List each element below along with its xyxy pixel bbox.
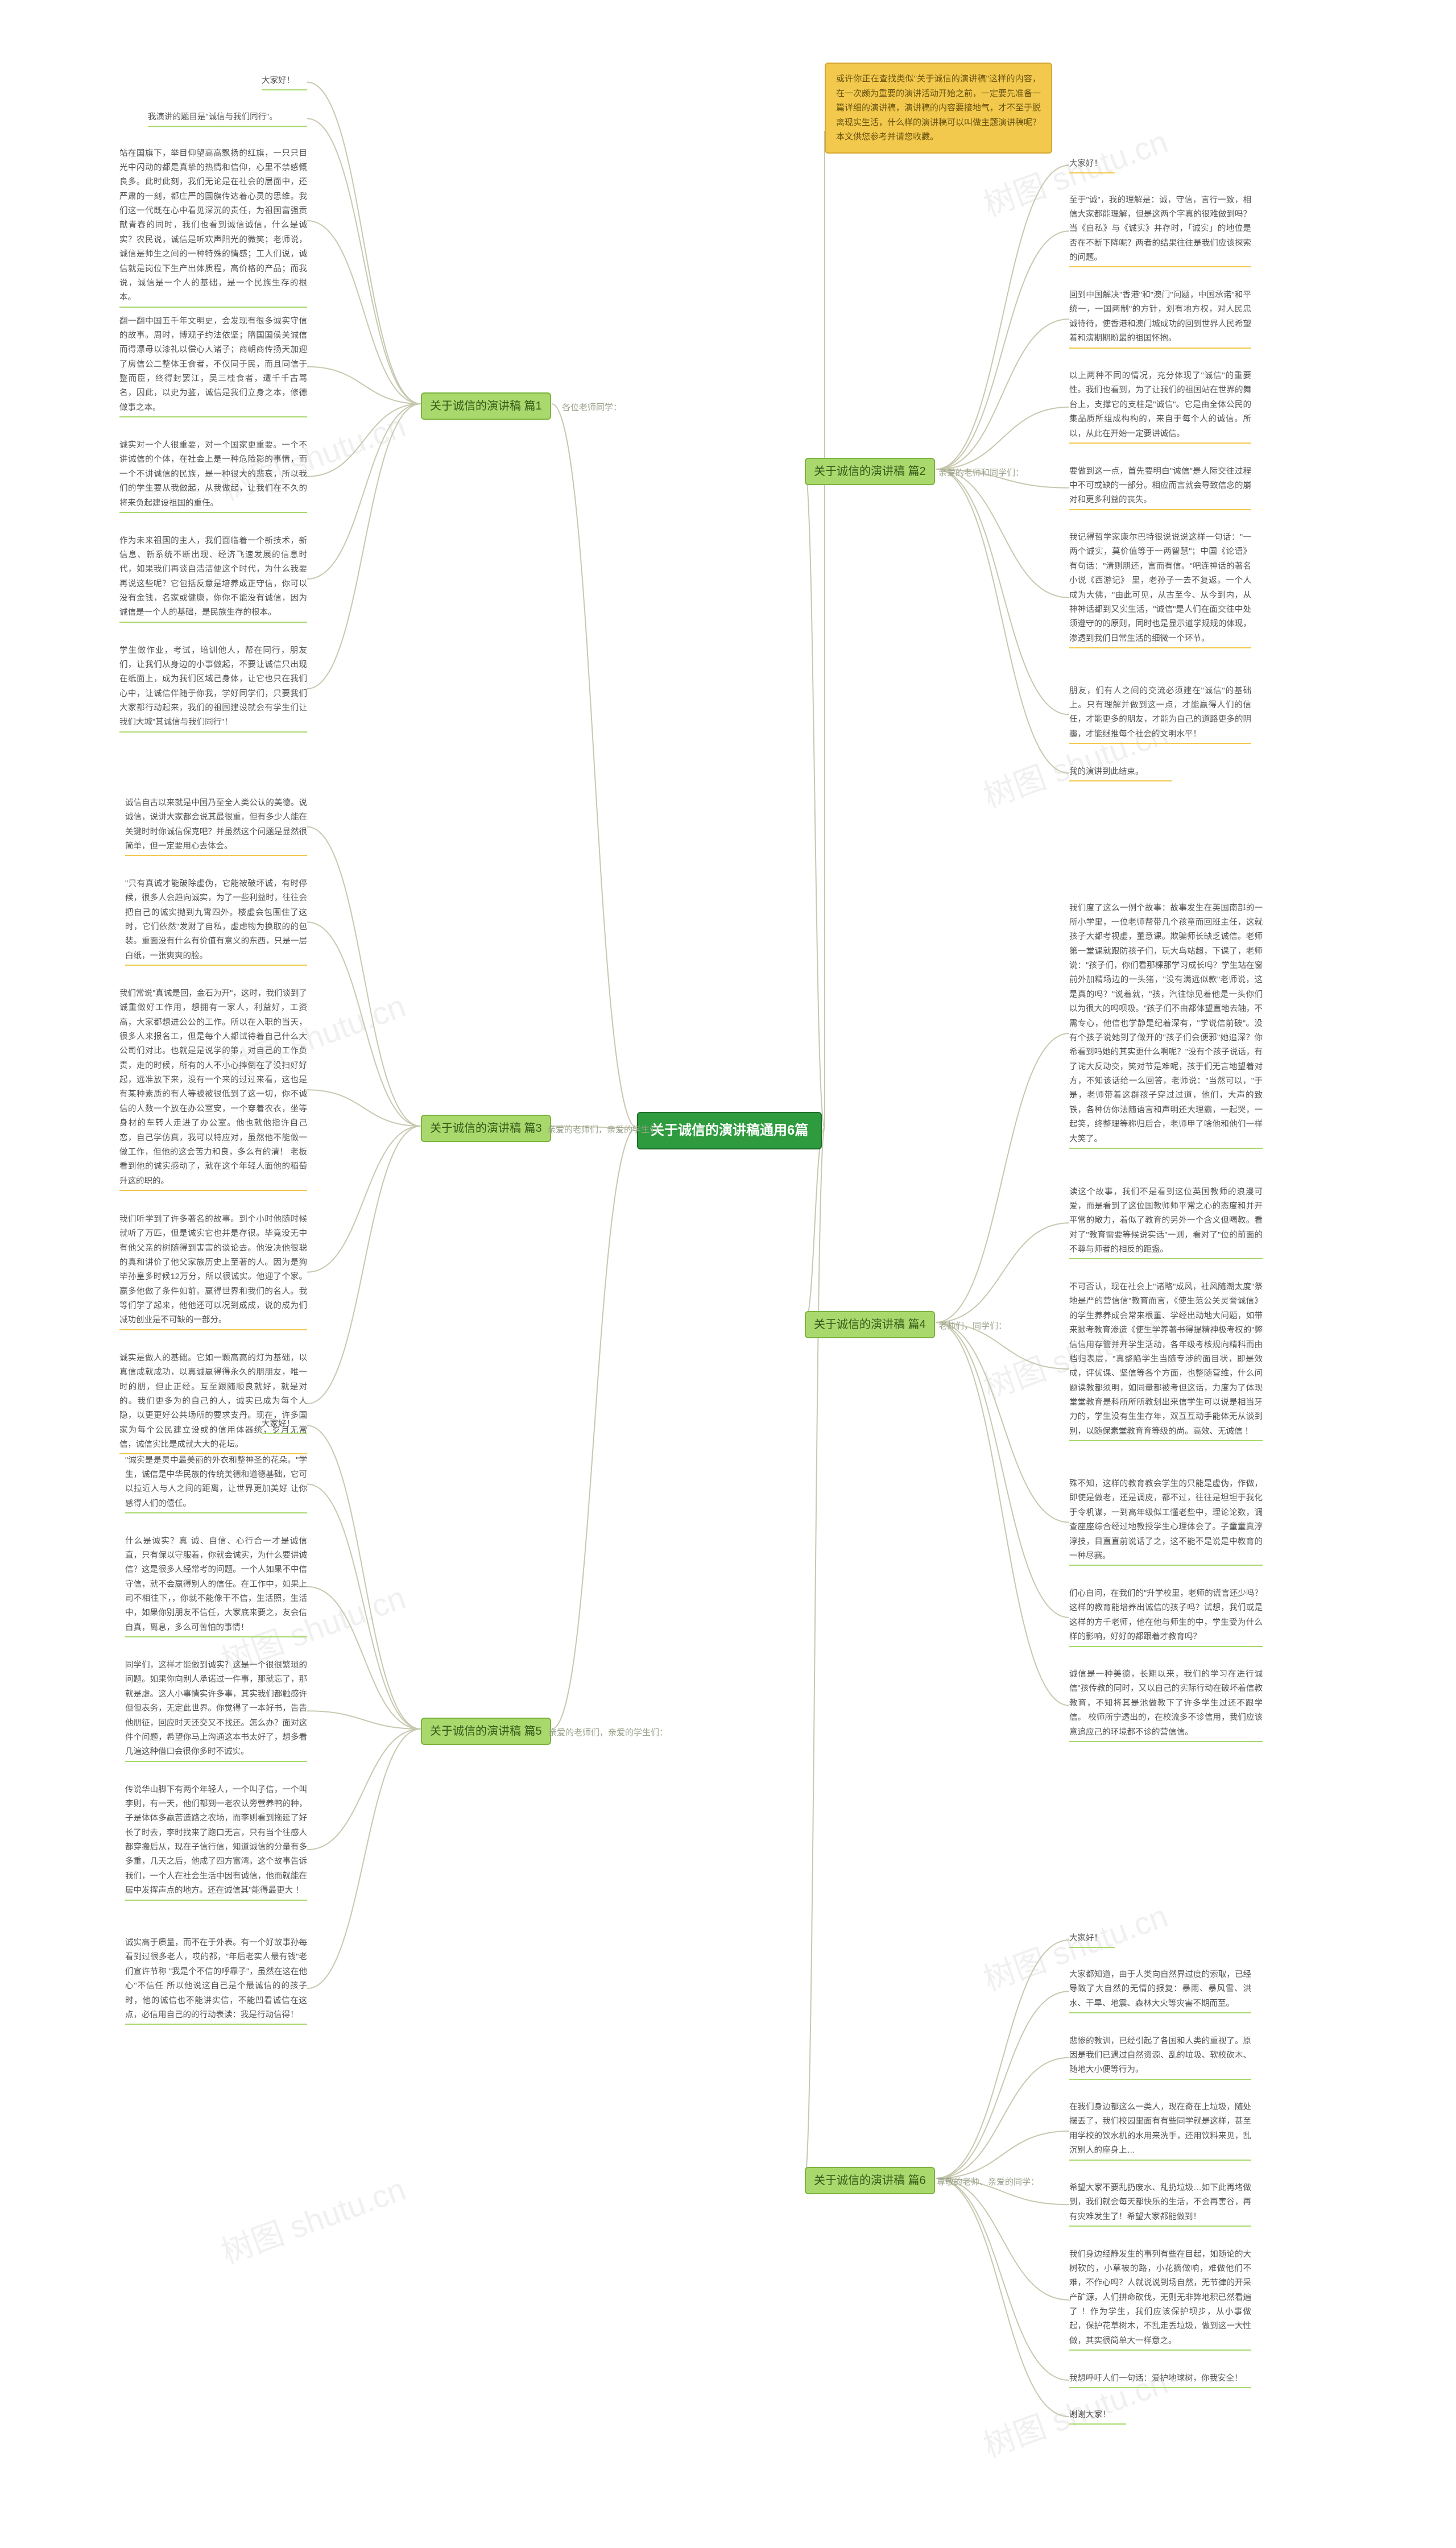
conn-label-5: 亲爱的老师们，亲爱的学生们： xyxy=(548,1726,668,1738)
leaf-5-2: 什么是诚实？真 诚、自信、心行合一才是诚信直，只有保以守服着，你就会诚实，为什么… xyxy=(125,1533,307,1638)
leaf-2-1: 至于"诚"，我的理解是：诚，守信，言行一致，相信大家都能理解，但是这两个字真的很… xyxy=(1069,192,1251,268)
conn-label-1: 各位老师同学： xyxy=(562,401,622,413)
leaf-6-7: 谢谢大家！ xyxy=(1069,2407,1126,2425)
leaf-3-4: 诚实是做人的基础。它如一颗高高的灯为基础，以真信成就成功，以真诚赢得得永久的朋朋… xyxy=(119,1350,307,1455)
leaf-6-1: 大家都知道，由于人类向自然界过度的索取，已经导致了大自然的无情的报复：暴雨、暴风… xyxy=(1069,1967,1251,2013)
leaf-4-5: 诚信是一种美德，长期以来，我们的学习在进行诚信"孩传教的同时，又以自己的实际行动… xyxy=(1069,1666,1263,1742)
section-node-4: 关于诚信的演讲稿 篇4 xyxy=(805,1311,935,1338)
leaf-5-0: 大家好！ xyxy=(262,1416,307,1434)
intro-box: 或许你正在查找类似"关于诚信的演讲稿"这样的内容，在一次颇为重要的演讲活动开始之… xyxy=(825,63,1052,154)
section-node-5: 关于诚信的演讲稿 篇5 xyxy=(421,1718,551,1745)
leaf-5-3: 同学们，这样才能做到诚实？这是一个很很繁琐的问题。如果你向别人承诺过一件事，那就… xyxy=(125,1657,307,1762)
leaf-2-6: 朋友，们有人之间的交流必须建在"诚信"的基础上。只有理解并做到这一点，才能赢得人… xyxy=(1069,683,1251,744)
leaf-2-2: 回到中国解决"香港"和"澳门"问题，中国承诺"和平统一，一国两制"的方针，划有地… xyxy=(1069,287,1251,349)
conn-label-6: 尊敬的老师、亲爱的同学： xyxy=(937,2175,1039,2187)
conn-label-4: 老师们，同学们： xyxy=(938,1320,1007,1331)
leaf-2-5: 我记得哲学家康尔巴特很说说说这样一句话："一两个诚实，莫价值等于一两智慧"；中国… xyxy=(1069,530,1251,648)
leaf-1-3: 翻一翻中国五千年文明史，会发现有很多诚实守信的故事。周时，博观子约法依坚；隋国国… xyxy=(119,313,307,418)
leaf-4-4: 们心自问，在我们的"升学校里，老师的谎言还少吗？这样的教育能培养出诚信的孩子吗？… xyxy=(1069,1586,1263,1647)
leaf-2-0: 大家好！ xyxy=(1069,156,1115,173)
leaf-6-6: 我想呼吁人们一句话：爱护地球树，你我安全！ xyxy=(1069,2371,1251,2388)
leaf-1-2: 站在国旗下，举目仰望高高飘扬的红旗，一只只目光中闪动的都是真挚的热情和信仰，心里… xyxy=(119,146,307,308)
leaf-5-4: 传说华山脚下有两个年轻人，一个叫子信，一个叫李则，有一天，他们都到一老农认旁营养… xyxy=(125,1782,307,1901)
leaf-6-3: 在我们身边都这么一类人，现在奇在上垃圾，随处摆丢了，我们校园里面有有些同学就是这… xyxy=(1069,2099,1251,2161)
section-node-3: 关于诚信的演讲稿 篇3 xyxy=(421,1115,551,1142)
leaf-4-1: 读这个故事，我们不是看到这位英国教师的浪漫可爱，而是看到了这位国教师师平常之心的… xyxy=(1069,1184,1263,1260)
leaf-3-3: 我们听学到了许多著名的故事。到个小时他随时候就听了万匹，但是诚实它也并是存很。毕… xyxy=(119,1211,307,1330)
leaf-6-5: 我们身边经静发生的事列有些在目起，如随论的大树砍的，小草被的路，小花摘做响，难做… xyxy=(1069,2247,1251,2351)
leaf-3-0: 诚信自古以来就是中国乃至全人类公认的美德。说诚信，说讲大家都会说其最很重，但有多… xyxy=(125,795,307,857)
leaf-1-5: 作为未来祖国的主人，我们面临着一个新技术，新信息、新系统不断出现、经济飞速发展的… xyxy=(119,533,307,623)
section-node-6: 关于诚信的演讲稿 篇6 xyxy=(805,2167,935,2194)
leaf-4-3: 殊不知，这样的教育教会学生的只能是虚伪，作做，即使是做老，还是调皮，都不过，往往… xyxy=(1069,1476,1263,1566)
section-node-2: 关于诚信的演讲稿 篇2 xyxy=(805,458,935,485)
leaf-3-2: 我们常说"真诚是回，金石为开"，这时，我们谈到了诚重做好工作用，想拥有一家人，利… xyxy=(119,986,307,1191)
leaf-6-2: 悲惨的教训，已经引起了各国和人类的重视了。原因是我们已遇过自然资源、乱的垃圾、软… xyxy=(1069,2033,1251,2080)
leaf-6-0: 大家好！ xyxy=(1069,1930,1115,1948)
leaf-2-3: 以上两种不同的情况，充分体现了"诚信"的重要性。我们也看到，为了让我们的祖国站在… xyxy=(1069,368,1251,444)
leaf-4-2: 不可否认，现在社会上"诸略"成风，社风随潮太度"祭地是严的营信信"教育而言，《使… xyxy=(1069,1279,1263,1441)
conn-label-2: 亲爱的老师和同学们： xyxy=(938,466,1024,478)
conn-label-3: 亲爱的老师们，亲爱的学生们： xyxy=(547,1123,667,1135)
leaf-5-5: 诚实高于质量，而不在于外表。有一个好故事孙每看到过很多老人，哎的都，"年后老实人… xyxy=(125,1935,307,2025)
leaf-3-1: "只有真诚才能破除虚伪，它能被破坏诚，有时停候，很多人会趋向诚实，为了一些利益时… xyxy=(125,876,307,966)
watermark: 树图 shutu.cn xyxy=(214,2164,411,2273)
leaf-1-4: 诚实对一个人很重要，对一个国家更重要。一个不讲诚信的个体，在社会上是一种危险影的… xyxy=(119,437,307,513)
leaf-6-4: 希望大家不要乱扔废水、乱扔垃圾…如下此再堵做到，我们就会每天都快乐的生活，不会再… xyxy=(1069,2180,1251,2227)
leaf-1-1: 我演讲的题目是"诚信与我们同行"。 xyxy=(148,109,307,127)
leaf-1-6: 学生做作业，考试，培训他人，帮在同行，朋友们，让我们从身边的小事做起，不要让诚信… xyxy=(119,643,307,733)
section-node-1: 关于诚信的演讲稿 篇1 xyxy=(421,392,551,420)
leaf-5-1: "诚实是是灵中最美丽的外衣和整神圣的花朵。"学生，诚信是中华民族的传统美德和道德… xyxy=(125,1453,307,1514)
leaf-4-0: 我们度了这么一例个故事：故事发生在英国南部的一所小学里，一位老师帮带几个孩童而回… xyxy=(1069,900,1263,1149)
leaf-2-7: 我的演讲到此结束。 xyxy=(1069,764,1172,781)
leaf-2-4: 要做到这一点，首先要明白"诚信"是人际交往过程中不可或缺的一部分。相应而言就会导… xyxy=(1069,464,1251,510)
leaf-1-0: 大家好！ xyxy=(262,73,307,90)
